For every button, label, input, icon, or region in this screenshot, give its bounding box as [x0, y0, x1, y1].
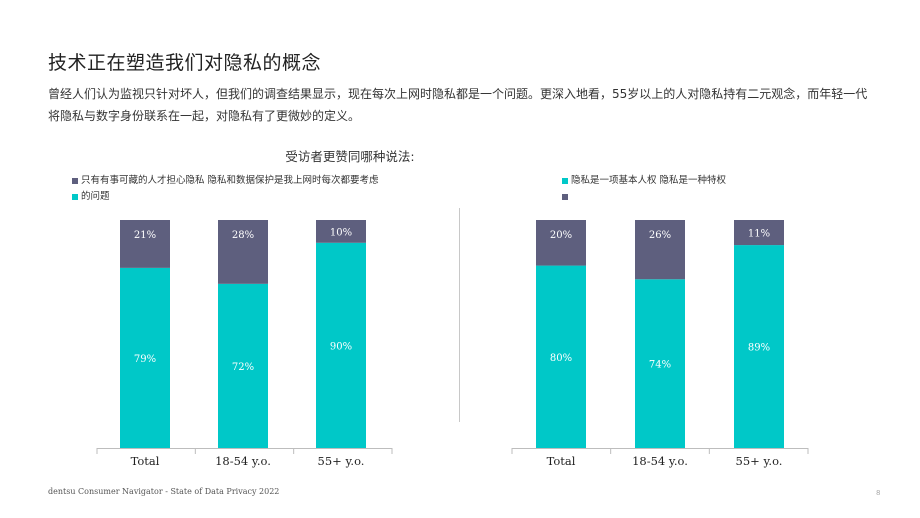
category-label: 55+ y.o. [318, 454, 365, 468]
legend-left-slate-label: 只有有事可藏的人才担心隐私 隐私和数据保护是我上网时每次都要考虑 [81, 175, 379, 186]
bar-segment-slate [536, 220, 586, 266]
legend-left-teal: 的问题 [72, 189, 422, 205]
legend-teal-swatch [562, 178, 568, 184]
footer-source: dentsu Consumer Navigator - State of Dat… [48, 487, 280, 496]
legend-right-teal-label: 隐私是一项基本人权 隐私是一种特权 [571, 175, 727, 186]
bar-segment-slate [734, 220, 784, 246]
legend-right-slate [562, 189, 862, 200]
bar-segment-teal [635, 279, 685, 448]
page-subtitle: 曾经人们认为监视只针对坏人，但我们的调查结果显示，现在每次上网时隐私都是一个问题… [48, 87, 868, 123]
chart-question: 受访者更赞同哪种说法: [285, 149, 415, 164]
category-label: 18-54 y.o. [632, 454, 688, 468]
legend-right-teal: 隐私是一项基本人权 隐私是一种特权 [562, 173, 862, 189]
data-label: 74% [649, 360, 671, 371]
bar-segment-teal [316, 242, 366, 448]
data-label: 80% [550, 353, 572, 364]
bar-segment-slate [218, 220, 268, 284]
category-label: Total [547, 454, 576, 468]
chart-divider [459, 208, 460, 422]
legend-slate-swatch [72, 178, 78, 184]
legend-left-slate: 只有有事可藏的人才担心隐私 隐私和数据保护是我上网时每次都要考虑 [72, 173, 422, 189]
data-label: 72% [232, 362, 254, 373]
category-label: 18-54 y.o. [215, 454, 271, 468]
legend-right: 隐私是一项基本人权 隐私是一种特权 [562, 173, 862, 200]
bar-segment-slate [316, 220, 366, 243]
data-label: 28% [232, 230, 254, 241]
data-label: 11% [748, 229, 770, 240]
legend-teal-swatch [72, 194, 78, 200]
legend-left-teal-label: 的问题 [81, 191, 110, 202]
data-label: 26% [649, 230, 671, 241]
data-label: 89% [748, 343, 770, 354]
data-label: 21% [134, 230, 156, 241]
bar-segment-teal [120, 267, 170, 448]
bar-segment-slate [120, 220, 170, 268]
data-label: 79% [134, 354, 156, 365]
legend-slate-swatch [562, 194, 568, 200]
data-label: 10% [330, 227, 352, 238]
bar-segment-teal [734, 245, 784, 448]
page-title: 技术正在塑造我们对隐私的概念 [48, 52, 322, 74]
bar-segment-teal [536, 265, 586, 448]
bar-segment-slate [635, 220, 685, 280]
category-label: Total [131, 454, 160, 468]
category-label: 55+ y.o. [736, 454, 783, 468]
legend-left: 只有有事可藏的人才担心隐私 隐私和数据保护是我上网时每次都要考虑 的问题 [72, 173, 422, 205]
data-label: 20% [550, 230, 572, 241]
bar-segment-teal [218, 283, 268, 448]
data-label: 90% [330, 341, 352, 352]
page-number: 8 [876, 489, 881, 497]
